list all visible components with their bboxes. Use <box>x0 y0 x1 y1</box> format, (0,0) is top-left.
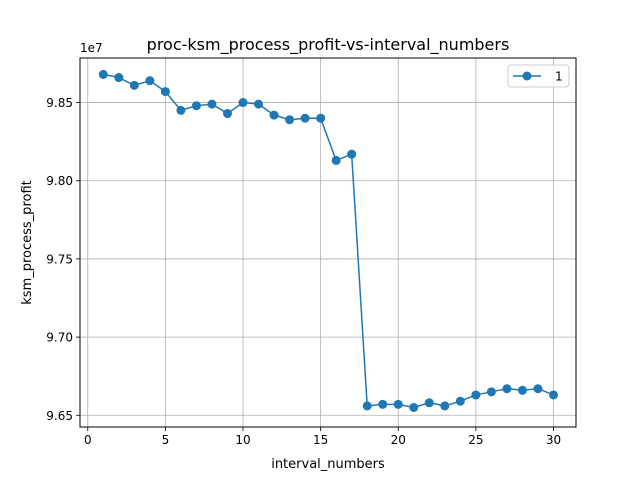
data-point <box>471 390 481 400</box>
data-point <box>533 384 543 394</box>
data-point <box>316 113 326 123</box>
legend: 1 <box>507 64 570 88</box>
y-tick-label: 9.75 <box>46 252 73 266</box>
data-point <box>98 69 108 79</box>
x-tick-label: 20 <box>391 433 406 447</box>
data-point <box>548 390 558 400</box>
data-point <box>238 98 248 108</box>
y-tick-label: 9.70 <box>46 331 73 345</box>
data-point <box>455 396 465 406</box>
series-layer <box>98 69 558 412</box>
x-tick-label: 5 <box>162 433 170 447</box>
data-point <box>331 155 341 165</box>
y-axis-ticks: 9.65 9.70 9.75 9.80 9.85 <box>46 96 80 423</box>
data-point <box>502 384 512 394</box>
data-point <box>222 109 232 119</box>
x-tick-label: 10 <box>235 433 250 447</box>
data-point <box>285 115 295 125</box>
legend-label: 1 <box>555 70 563 84</box>
data-point <box>362 401 372 411</box>
data-point <box>269 110 279 120</box>
y-tick-label: 9.85 <box>46 96 73 110</box>
x-tick-label: 15 <box>313 433 328 447</box>
data-point <box>517 385 527 395</box>
data-point <box>424 398 434 408</box>
data-point <box>129 80 139 90</box>
data-point <box>160 87 170 97</box>
y-offset-label: 1e7 <box>80 41 103 55</box>
data-point <box>378 399 388 409</box>
data-point <box>207 99 217 109</box>
data-point <box>300 113 310 123</box>
x-tick-label: 30 <box>546 433 561 447</box>
y-tick-label: 9.80 <box>46 174 73 188</box>
data-point <box>114 73 124 83</box>
y-axis-label: ksm_process_profit <box>20 180 35 304</box>
data-point <box>176 105 186 115</box>
data-point <box>347 149 357 159</box>
chart-title: proc-ksm_process_profit-vs-interval_numb… <box>147 35 510 55</box>
grid-lines <box>80 58 576 427</box>
data-point <box>409 402 419 412</box>
data-point <box>393 399 403 409</box>
plot-frame <box>79 57 577 428</box>
data-point <box>486 387 496 397</box>
x-tick-label: 25 <box>468 433 483 447</box>
x-tick-label: 0 <box>84 433 92 447</box>
y-tick-label: 9.65 <box>46 409 73 423</box>
x-axis-ticks: 0 5 10 15 20 25 30 <box>84 427 561 447</box>
legend-marker <box>522 71 532 81</box>
data-point <box>440 401 450 411</box>
data-point <box>191 101 201 111</box>
x-axis-label: interval_numbers <box>271 457 385 472</box>
data-point <box>145 76 155 86</box>
data-point <box>254 99 264 109</box>
